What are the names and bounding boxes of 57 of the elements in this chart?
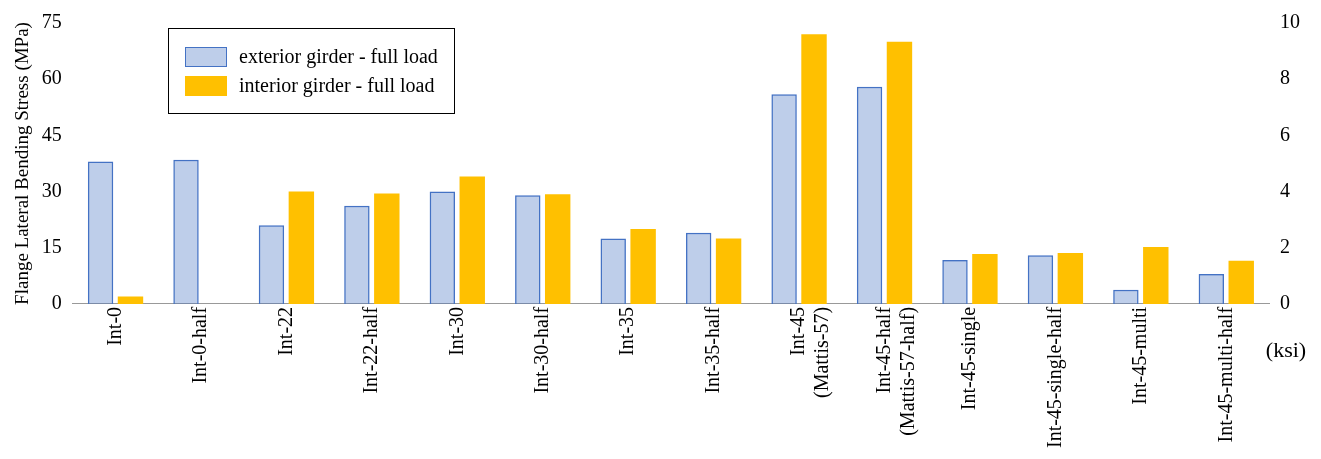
x-tick-label: Int-0 <box>102 306 125 346</box>
bar <box>87 161 114 304</box>
y-tick-label: 15 <box>41 235 62 257</box>
y-tick-label: 75 <box>41 10 62 33</box>
bar <box>715 238 742 304</box>
x-tick-label: Int-0-half <box>188 306 211 384</box>
x-tick-label: Int-30-half <box>529 306 552 394</box>
bar <box>1113 289 1139 304</box>
bar <box>344 205 370 304</box>
bar <box>459 176 485 304</box>
bar <box>801 34 827 304</box>
bar <box>544 194 571 304</box>
bar <box>630 229 656 304</box>
bar <box>886 41 913 304</box>
bar <box>1228 260 1254 304</box>
y-tick-label: 0 <box>51 291 62 314</box>
bar <box>429 191 456 304</box>
bar <box>600 238 626 304</box>
x-tick-label: Int-22-half <box>359 306 382 394</box>
bar <box>685 232 712 304</box>
x-tick-label: Int-35-half <box>700 306 723 394</box>
bar <box>258 225 285 304</box>
y2-tick-label: 8 <box>1280 66 1290 89</box>
bar <box>1057 252 1084 304</box>
x-tick-label: Int-45 (Mattis-57) <box>786 306 834 399</box>
y-tick-label: 30 <box>41 178 62 201</box>
y2-tick-label: 0 <box>1280 291 1290 314</box>
bar <box>515 195 541 304</box>
x-tick-label: Int-45-half (Mattis-57-half) <box>871 306 919 436</box>
x-tick-label: Int-35 <box>615 306 638 356</box>
legend-label: exterior girder - full load <box>239 45 438 68</box>
bar <box>972 254 998 304</box>
bar <box>1198 273 1225 304</box>
bar <box>1143 247 1169 304</box>
bar <box>288 191 315 304</box>
bar <box>173 159 199 304</box>
bar <box>856 86 883 304</box>
y2-tick-label: 6 <box>1280 122 1290 145</box>
bar <box>1027 255 1054 304</box>
x-tick-label: Int-45-multi <box>1128 306 1151 405</box>
x-tick-label: Int-22 <box>273 306 296 356</box>
legend-label: interior girder - full load <box>239 74 435 97</box>
y2-tick-label: 2 <box>1280 235 1290 257</box>
y2-tick-label: 10 <box>1280 10 1300 33</box>
y-tick-label: 45 <box>41 122 62 145</box>
bar <box>771 94 797 304</box>
y-tick-label: 60 <box>41 66 62 89</box>
bar <box>942 260 968 304</box>
y2-axis-title: (ksi) <box>1265 336 1307 362</box>
x-tick-label: Int-45-multi-half <box>1213 306 1236 443</box>
bar <box>374 193 400 304</box>
x-tick-label: Int-45-single-half <box>1042 306 1066 449</box>
bar <box>117 296 144 304</box>
y-axis-title: Flange Lateral Bending Stress (MPa) <box>11 22 34 305</box>
x-tick-label: Int-45-single <box>957 306 981 411</box>
y2-tick-label: 4 <box>1280 178 1290 201</box>
x-tick-label: Int-30 <box>444 306 467 356</box>
